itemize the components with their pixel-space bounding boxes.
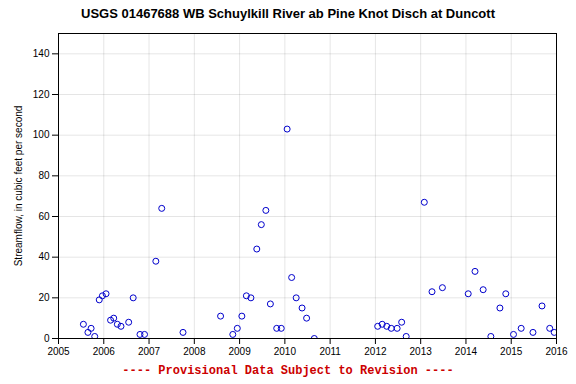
svg-text:2011: 2011 (319, 346, 341, 357)
svg-text:120: 120 (33, 89, 50, 100)
svg-text:100: 100 (33, 129, 50, 140)
svg-text:140: 140 (33, 48, 50, 59)
svg-text:40: 40 (38, 251, 50, 262)
svg-text:2006: 2006 (93, 346, 116, 357)
svg-text:20: 20 (38, 292, 50, 303)
svg-text:2005: 2005 (47, 346, 70, 357)
svg-text:80: 80 (38, 170, 50, 181)
svg-text:2016: 2016 (545, 346, 568, 357)
svg-text:2015: 2015 (500, 346, 523, 357)
svg-text:60: 60 (38, 211, 50, 222)
svg-text:2007: 2007 (138, 346, 161, 357)
svg-text:2008: 2008 (183, 346, 206, 357)
html-text:USGS 01467688 WB Schuylkill Ri: USGS 01467688 WB Schuylkill River ab Pin… (81, 6, 495, 21)
svg-text:2014: 2014 (455, 346, 478, 357)
svg-text:2009: 2009 (228, 346, 251, 357)
svg-text:0: 0 (44, 333, 50, 344)
svg-text:Streamflow, in cubic feet per: Streamflow, in cubic feet per second (13, 106, 24, 267)
svg-text:2012: 2012 (364, 346, 387, 357)
html-text:---- Provisional Data Subject: ---- Provisional Data Subject to Revisio… (122, 364, 454, 378)
svg-text:2010: 2010 (274, 346, 297, 357)
svg-text:2013: 2013 (410, 346, 433, 357)
